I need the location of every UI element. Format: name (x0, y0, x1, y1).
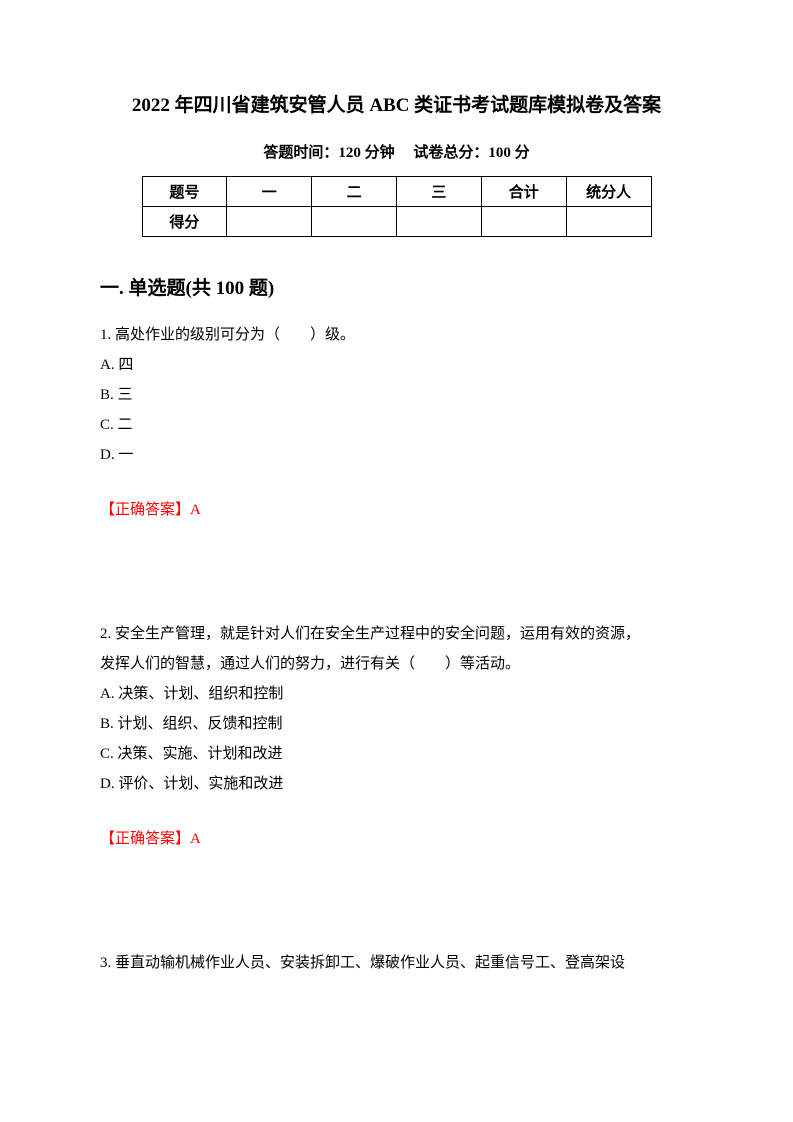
question-3-partial: 3. 垂直动输机械作业人员、安装拆卸工、爆破作业人员、起重信号工、登高架设 (100, 948, 693, 978)
cell-score-3 (396, 207, 481, 237)
option-c: C. 二 (100, 410, 693, 440)
question-1: 1. 高处作业的级别可分为（ ）级。 A. 四 B. 三 C. 二 D. 一 【… (100, 320, 693, 519)
table-row: 得分 (142, 207, 651, 237)
option-d: D. 一 (100, 440, 693, 470)
answer-label: 【正确答案】A (100, 827, 693, 848)
question-text-line2: 发挥人们的智慧，通过人们的努力，进行有关（ ）等活动。 (100, 649, 693, 679)
cell-score-1 (227, 207, 312, 237)
score-table: 题号 一 二 三 合计 统分人 得分 (142, 176, 652, 237)
section-header: 一. 单选题(共 100 题) (100, 273, 693, 300)
question-text-line1: 2. 安全生产管理，就是针对人们在安全生产过程中的安全问题，运用有效的资源， (100, 619, 693, 649)
cell-score-2 (312, 207, 397, 237)
cell-score-total (481, 207, 566, 237)
option-b: B. 三 (100, 380, 693, 410)
option-a: A. 决策、计划、组织和控制 (100, 679, 693, 709)
table-row: 题号 一 二 三 合计 统分人 (142, 177, 651, 207)
option-b: B. 计划、组织、反馈和控制 (100, 709, 693, 739)
cell-header-3: 三 (396, 177, 481, 207)
option-d: D. 评价、计划、实施和改进 (100, 769, 693, 799)
cell-header-scorer: 统分人 (566, 177, 651, 207)
question-2: 2. 安全生产管理，就是针对人们在安全生产过程中的安全问题，运用有效的资源， 发… (100, 619, 693, 848)
question-text: 1. 高处作业的级别可分为（ ）级。 (100, 320, 693, 350)
exam-subtitle: 答题时间：120 分钟 试卷总分：100 分 (100, 141, 693, 162)
cell-score-label: 得分 (142, 207, 227, 237)
option-a: A. 四 (100, 350, 693, 380)
cell-header-label: 题号 (142, 177, 227, 207)
option-c: C. 决策、实施、计划和改进 (100, 739, 693, 769)
exam-title: 2022 年四川省建筑安管人员 ABC 类证书考试题库模拟卷及答案 (100, 90, 693, 117)
answer-label: 【正确答案】A (100, 498, 693, 519)
cell-header-total: 合计 (481, 177, 566, 207)
cell-header-2: 二 (312, 177, 397, 207)
cell-header-1: 一 (227, 177, 312, 207)
cell-score-scorer (566, 207, 651, 237)
